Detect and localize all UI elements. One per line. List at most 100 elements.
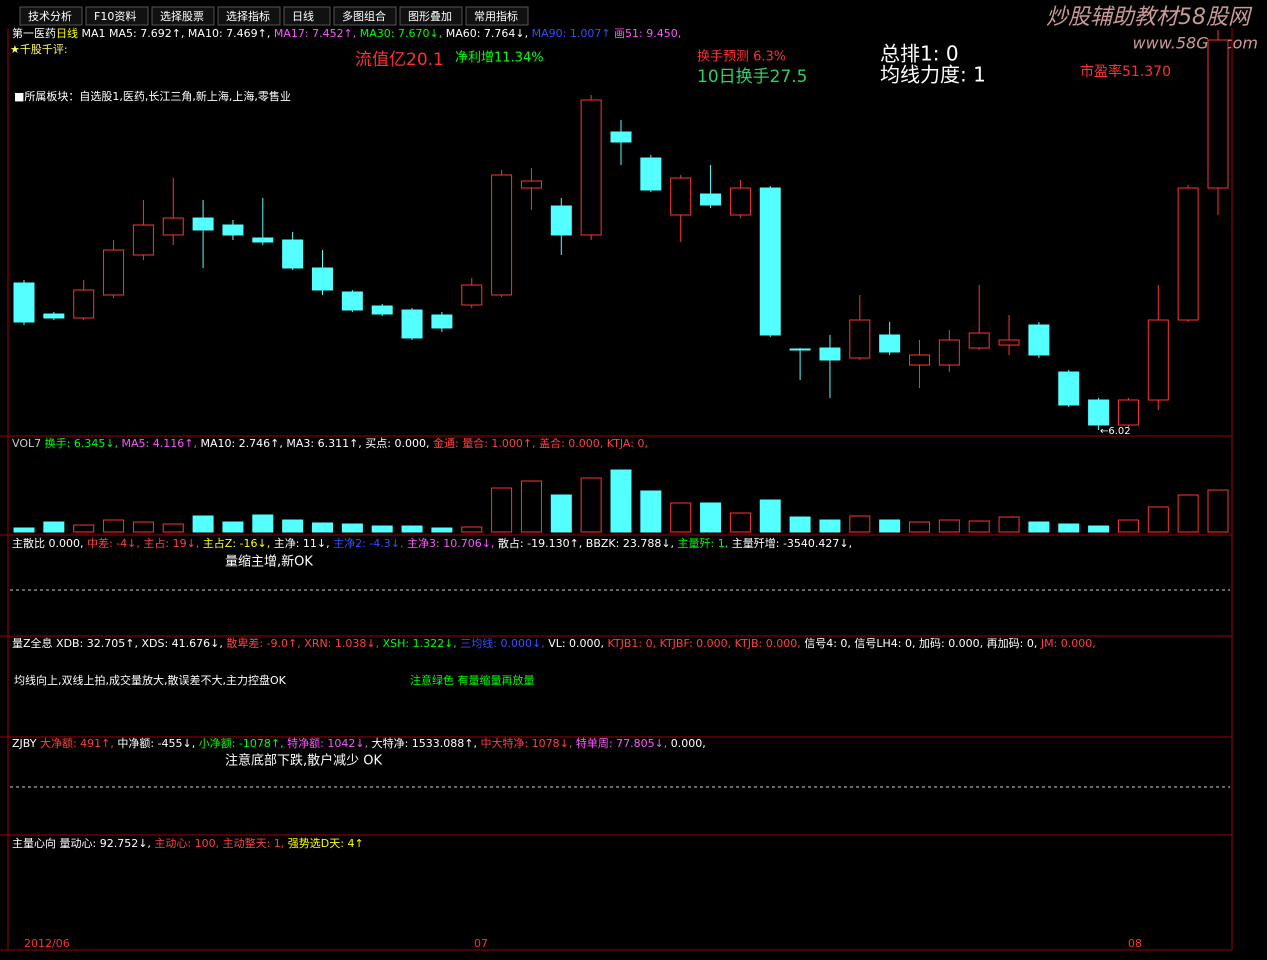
header-item: 大净额: 491↑, bbox=[40, 736, 114, 750]
toolbar-label[interactable]: 多图组合 bbox=[342, 9, 386, 23]
date-label: 07 bbox=[474, 937, 488, 950]
annotation: 换手预测 6.3% bbox=[697, 50, 786, 65]
header-item: 信号4: 0, 信号LH4: 0, 加码: 0.000, 再加码: 0, bbox=[801, 637, 1038, 650]
toolbar-label[interactable]: 常用指标 bbox=[474, 9, 518, 23]
annotation: 均线向上,双线上拍,成交量放大,散误差不大,主力控盘OK bbox=[14, 673, 287, 687]
candle-body bbox=[938, 339, 960, 366]
toolbar-button[interactable] bbox=[151, 6, 215, 26]
panel-header: 主散比 0.000, 中差: -4↓, 主占: 19↓, 主占Z: -16↓, … bbox=[12, 536, 852, 550]
header-item: 三均线: 0.000↓, bbox=[457, 636, 545, 650]
candle-body bbox=[431, 314, 453, 329]
annotation: 净利增11.34% bbox=[455, 51, 544, 66]
toolbar-label[interactable]: F10资料 bbox=[94, 9, 136, 23]
volume-bar bbox=[401, 525, 423, 533]
annotation: 总排1: 0 bbox=[880, 42, 959, 66]
candle-body bbox=[819, 347, 841, 361]
header-item: 主量歼增: -3540.427↓, bbox=[728, 536, 852, 550]
candle-body bbox=[43, 313, 65, 319]
candle-body bbox=[132, 224, 154, 256]
volume-bar bbox=[670, 502, 692, 533]
toolbar-button[interactable] bbox=[399, 6, 463, 26]
header-item: XRN: 1.038↓, bbox=[301, 637, 379, 650]
volume-bar bbox=[998, 516, 1020, 533]
low-label: ←6.02 bbox=[1100, 426, 1131, 437]
header-item: MA30: 7.670↓, bbox=[356, 27, 442, 40]
candle-body bbox=[371, 305, 393, 315]
volume-bar bbox=[491, 487, 513, 533]
volume-bar bbox=[103, 519, 125, 533]
header-item: 强势选D天: 4↑ bbox=[284, 837, 363, 850]
toolbar-label[interactable]: 图形叠加 bbox=[408, 10, 452, 23]
annotation: 10日换手27.5 bbox=[697, 67, 807, 87]
panel-header: 主量心向 量动心: 92.752↓, 主动心: 100, 主动整天: 1, 强势… bbox=[12, 836, 364, 850]
volume-bar bbox=[640, 490, 662, 533]
annotation: 注意绿色 有量缩量再放量 bbox=[410, 673, 535, 687]
candle-body bbox=[520, 180, 542, 189]
header-item: 日线 bbox=[56, 26, 78, 40]
volume-bar bbox=[700, 502, 722, 533]
annotation: ■所属板块：自选股1,医药,长江三角,新上海,上海,零售业 bbox=[14, 89, 291, 103]
candle-body bbox=[73, 289, 95, 319]
header-item: 主量歼: 1, bbox=[674, 537, 728, 550]
volume-bar bbox=[938, 519, 960, 533]
header-item: 金通: 量合: 1.000↑, bbox=[430, 436, 536, 450]
candle-body bbox=[789, 348, 811, 351]
volume-bar bbox=[43, 521, 65, 533]
header-item: 散占: -19.130↑, bbox=[494, 536, 582, 550]
header-item: 主占: 19↓, bbox=[140, 536, 199, 550]
volume-bar bbox=[192, 515, 214, 533]
toolbar-button[interactable] bbox=[283, 6, 331, 26]
toolbar-button[interactable] bbox=[19, 6, 83, 26]
volume-bar bbox=[819, 519, 841, 533]
candle-body bbox=[909, 354, 930, 366]
candle-body bbox=[162, 217, 184, 236]
header-item: MA17: 7.452↑, bbox=[270, 27, 356, 40]
candle-body bbox=[1207, 39, 1229, 189]
volume-bar bbox=[132, 521, 154, 533]
volume-bar bbox=[431, 527, 453, 533]
volume-bar bbox=[610, 469, 632, 533]
header-item: 量动心: 92.752↓, bbox=[60, 837, 151, 850]
volume-bar bbox=[1117, 519, 1139, 533]
volume-bar bbox=[461, 526, 483, 533]
volume-bar bbox=[252, 514, 274, 533]
toolbar-label[interactable]: 日线 bbox=[292, 9, 314, 23]
candle-body bbox=[849, 319, 871, 359]
header-item: 主动整天: 1, bbox=[219, 836, 284, 850]
header-item: JM: 0.000, bbox=[1037, 637, 1095, 650]
toolbar-label[interactable]: 选择指标 bbox=[226, 9, 270, 23]
header-item: 主净: 11↓, bbox=[270, 536, 329, 550]
volume-bar bbox=[222, 521, 244, 533]
candle-body bbox=[879, 334, 901, 353]
header-item: MA5: 4.116↑, bbox=[118, 437, 197, 450]
annotation: 市盈率51.370 bbox=[1080, 63, 1171, 80]
candle-body bbox=[550, 205, 572, 236]
candle-body bbox=[729, 187, 751, 216]
header-item: 主动心: 100, bbox=[151, 837, 219, 850]
toolbar-button[interactable] bbox=[465, 6, 529, 26]
header-item: 主净3: 10.706↓, bbox=[404, 536, 495, 550]
annotation: 注意底部下跌,散户减少 OK bbox=[225, 753, 382, 769]
panel-header: VOL7 换手: 6.345↓, MA5: 4.116↑, MA10: 2.74… bbox=[12, 436, 648, 450]
volume-bar bbox=[312, 522, 333, 533]
header-item: 散卑差: -9.0↑, bbox=[223, 636, 301, 650]
volume-bar bbox=[580, 477, 602, 533]
volume-bar bbox=[13, 527, 35, 533]
toolbar-label[interactable]: 选择股票 bbox=[160, 9, 204, 23]
toolbar-button[interactable] bbox=[85, 6, 149, 26]
header-item: 中净额: -455↓, bbox=[114, 736, 195, 750]
volume-bar bbox=[341, 523, 363, 533]
header-item: VL: 0.000, bbox=[545, 637, 604, 650]
toolbar-label[interactable]: 技术分析 bbox=[28, 9, 72, 23]
candle-body bbox=[700, 193, 722, 206]
toolbar-button[interactable] bbox=[217, 6, 281, 26]
toolbar-button[interactable] bbox=[333, 6, 397, 26]
header-item: 中差: -4↓, bbox=[83, 536, 139, 550]
header-item: 特单周: 77.805↓, bbox=[572, 736, 667, 750]
header-item: ZJBY bbox=[12, 737, 40, 750]
candle-body bbox=[282, 239, 304, 269]
candle-body bbox=[192, 217, 214, 231]
date-label: 08 bbox=[1128, 937, 1142, 950]
panel-header: 第一医药日线 MA1 MA5: 7.692↑, MA10: 7.469↑, MA… bbox=[12, 26, 681, 40]
